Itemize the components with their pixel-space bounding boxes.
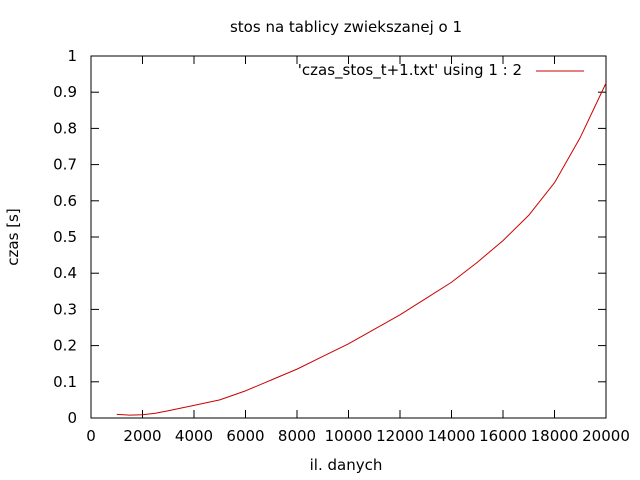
x-axis-label: il. danych — [310, 456, 383, 474]
x-tick-label: 16000 — [479, 427, 527, 445]
y-tick-label: 0.5 — [53, 228, 77, 246]
y-tick-label: 0.2 — [53, 337, 77, 355]
y-tick-label: 0.8 — [53, 119, 77, 137]
y-tick-label: 0.9 — [53, 83, 77, 101]
x-tick-label: 0 — [86, 427, 96, 445]
series-group — [116, 82, 607, 416]
y-tick-label: 0 — [67, 409, 77, 427]
x-tick-label: 10000 — [325, 427, 373, 445]
x-tick-label: 12000 — [376, 427, 424, 445]
x-tick-label: 4000 — [175, 427, 213, 445]
y-tick-label: 0.6 — [53, 192, 77, 210]
x-tick-label: 6000 — [226, 427, 264, 445]
y-axis-label: czas [s] — [4, 208, 22, 265]
y-tick-label: 0.1 — [53, 373, 77, 391]
x-tick-label: 8000 — [278, 427, 316, 445]
y-tick-label: 0.4 — [53, 264, 77, 282]
y-tick-label: 1 — [67, 47, 77, 65]
x-tick-label: 2000 — [123, 427, 161, 445]
series-line-0 — [116, 82, 607, 416]
x-axis: 0 2000 4000 6000 8000 10000 12000 14000 16000 180… — [86, 56, 630, 445]
x-tick-label: 14000 — [428, 427, 476, 445]
legend: 'czas_stos_t+1.txt' using 1 : 2 — [298, 61, 584, 80]
plot-frame — [90, 55, 607, 419]
y-tick-label: 0.3 — [53, 300, 77, 318]
legend-entry-label: 'czas_stos_t+1.txt' using 1 : 2 — [298, 61, 522, 80]
x-tick-label: 18000 — [531, 427, 579, 445]
y-tick-label: 0.7 — [53, 156, 77, 174]
y-axis: 0 0.1 0.2 0.3 0.4 0.5 0.6 0.7 0.8 0.9 1 — [53, 47, 606, 427]
x-tick-label: 20000 — [582, 427, 630, 445]
chart-title: stos na tablicy zwiekszanej o 1 — [230, 18, 462, 36]
